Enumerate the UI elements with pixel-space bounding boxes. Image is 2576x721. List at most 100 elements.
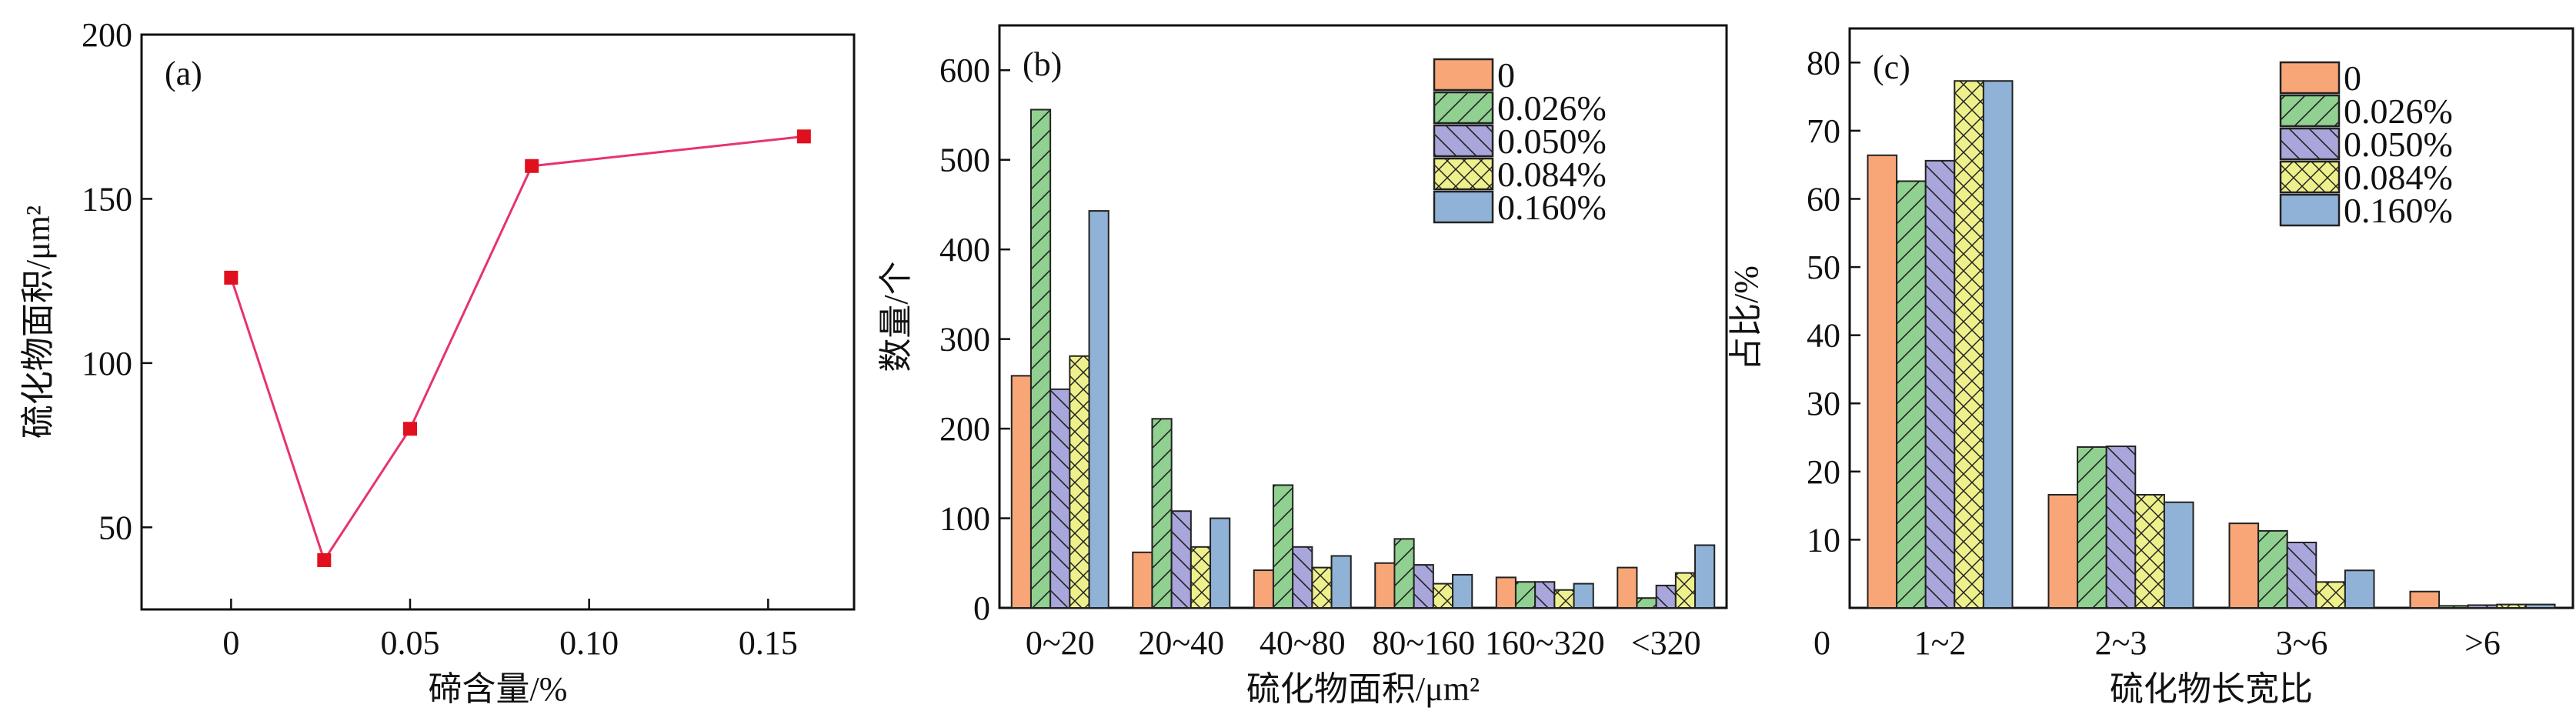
bar-0.084%: [1553, 589, 1575, 609]
bar-0.050%: [1413, 564, 1434, 609]
y-tick-label: 0: [973, 589, 990, 627]
bar-0.160%: [1573, 582, 1594, 609]
bar-0: [1374, 562, 1396, 609]
x-tick-label: >6: [2464, 624, 2501, 662]
y-tick-label: 100: [82, 345, 132, 382]
bar-0.160%: [1982, 80, 2014, 609]
bar-0.084%: [1954, 80, 1984, 609]
bar-0: [1617, 566, 1638, 609]
y-tick-label: 30: [1807, 385, 1840, 422]
bar-0.160%: [1210, 517, 1231, 609]
y-tick-label: 200: [939, 410, 990, 448]
legend-swatch: [1433, 91, 1494, 125]
bar-0.084%: [1190, 546, 1212, 609]
y-tick-label: 10: [1807, 521, 1840, 559]
y-axis-label: 数量/个: [877, 261, 915, 372]
legend-label: 0.026%: [1497, 88, 1607, 128]
bar-0.084%: [1432, 582, 1454, 609]
bar-0: [1010, 375, 1032, 609]
plot-frame: [1848, 27, 2574, 609]
y-tick-label: 400: [939, 231, 990, 269]
bar-0.026%: [2438, 605, 2469, 609]
bar-0.050%: [1924, 159, 1956, 609]
data-point-marker: [525, 159, 539, 173]
x-axis-label: 硫化物面积/μm²: [1246, 670, 1480, 708]
bar-0: [2409, 590, 2441, 609]
x-tick-label: 40~80: [1260, 624, 1346, 662]
bar-0.050%: [1534, 581, 1556, 609]
x-tick-label: 0.15: [739, 624, 798, 662]
plot-frame: [998, 24, 1728, 609]
data-point-marker: [317, 552, 332, 567]
legend-label: 0.050%: [1497, 122, 1607, 161]
y-tick-label: 600: [939, 52, 990, 89]
bar-0.026%: [2077, 446, 2107, 609]
data-point-marker: [402, 422, 417, 436]
data-point-marker: [224, 270, 239, 285]
bar-0.026%: [2257, 529, 2288, 609]
bar-0: [1132, 551, 1153, 609]
x-tick-label: 2~3: [2095, 624, 2147, 662]
x-tick-label: 20~40: [1138, 624, 1224, 662]
y-tick-label: 80: [1807, 44, 1840, 82]
y-tick-label: 150: [82, 180, 132, 218]
legend-swatch: [2279, 193, 2341, 227]
bar-0.026%: [1151, 418, 1173, 609]
y-tick-label: 50: [98, 509, 132, 546]
x-tick-label: 3~6: [2276, 624, 2328, 662]
y-axis-label: 硫化物面积/μm²: [19, 205, 57, 439]
panel-c-bar-chart: 10 20 30 40 50 60 70 80 0 (c) 硫化物长宽比 占比/% 1~2 2~3 3~6 >…: [1727, 27, 2574, 708]
bar-0.050%: [1292, 546, 1313, 609]
panel-label: (c): [1873, 48, 1910, 86]
legend-label: 0.160%: [1497, 188, 1607, 227]
bar-0.084%: [1674, 572, 1697, 609]
bar-0.160%: [2344, 569, 2375, 609]
bar-0.026%: [1514, 581, 1537, 609]
legend-label: 0.084%: [1497, 155, 1607, 194]
legend-label: 0: [2344, 58, 2361, 98]
y-tick-label: 60: [1807, 180, 1840, 218]
x-axis-label: 碲含量/%: [429, 670, 568, 708]
bar-0.050%: [2286, 541, 2317, 609]
plot-frame: [140, 33, 856, 611]
bar-0.050%: [1170, 510, 1192, 609]
legend-label: 0.026%: [2344, 92, 2453, 131]
legend-label: 0.084%: [2344, 158, 2453, 197]
bar-0.050%: [2105, 446, 2137, 609]
bar-0.160%: [2163, 501, 2194, 609]
legend-swatch: [2279, 127, 2341, 161]
y-tick-label: 70: [1807, 112, 1840, 150]
x-tick-label: 1~2: [1914, 624, 1967, 662]
bar-0.026%: [1896, 180, 1927, 609]
y-tick-label: 20: [1807, 453, 1840, 491]
bar-0.084%: [2496, 603, 2527, 609]
bar-0.160%: [1452, 573, 1473, 609]
y-tick-label: 200: [82, 16, 132, 54]
x-tick-label: 0: [222, 624, 239, 662]
y-axis-label: 占比/%: [1727, 265, 1765, 371]
legend-swatch: [1433, 58, 1494, 92]
bar-0: [2228, 522, 2260, 609]
y-tick-label: 50: [1807, 249, 1840, 286]
bar-0: [1867, 154, 1898, 609]
bar-0.026%: [1272, 484, 1294, 609]
bar-0.084%: [1311, 566, 1333, 609]
bar-0.084%: [1069, 355, 1090, 609]
y-tick-label: 100: [939, 500, 990, 538]
data-point-marker: [796, 129, 811, 144]
panel-a-line-chart: 50 100 150 200 (a) 碲含量/% 硫化物面积/μm² 0 0.05 0.10 0.1…: [19, 16, 856, 708]
x-tick-label: 80~160: [1372, 624, 1475, 662]
legend-swatch: [2279, 160, 2341, 194]
x-tick-label: 160~320: [1485, 624, 1605, 662]
y-tick-label: 300: [939, 321, 990, 359]
bar-0.084%: [2315, 581, 2346, 609]
panel-label: (b): [1023, 45, 1062, 83]
panel-b-bar-chart: 0 100 200 300 400 500 600 (b) 硫化物面积/μm² 数量/个 0~20 2…: [877, 24, 1728, 708]
bar-0.160%: [2524, 603, 2556, 609]
legend-swatch: [1433, 124, 1494, 158]
legend-swatch: [2279, 61, 2341, 95]
bar-0.160%: [1088, 210, 1109, 609]
x-axis-label: 硫化物长宽比: [2110, 670, 2313, 708]
legend-label: 0.160%: [2344, 191, 2453, 230]
